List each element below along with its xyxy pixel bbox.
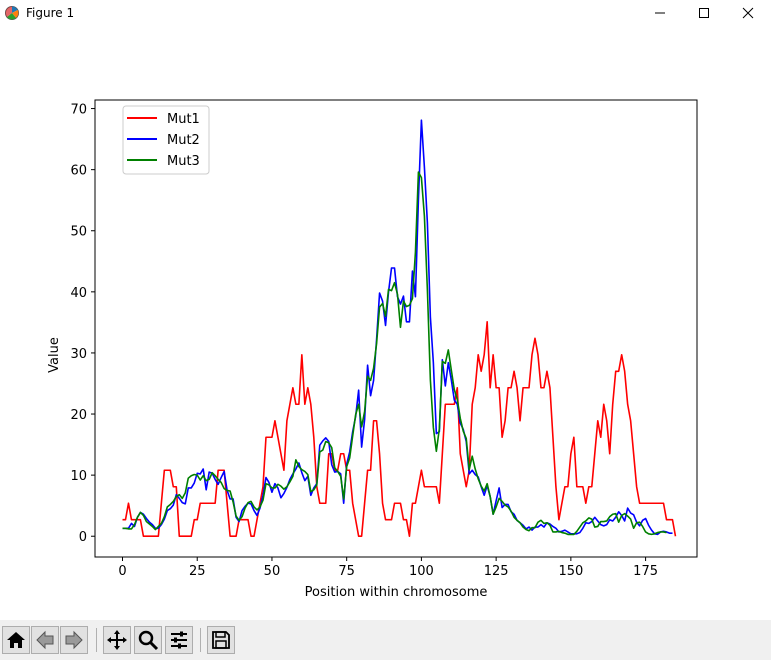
legend: Mut1 Mut2 Mut3: [122, 105, 210, 175]
x-axis-label: Position within chromosome: [305, 585, 488, 600]
configure-subplots-button[interactable]: [165, 626, 193, 654]
save-icon: [212, 631, 230, 649]
forward-icon: [65, 630, 83, 650]
minimize-button[interactable]: [637, 0, 683, 26]
x-tick-label: 50: [264, 564, 281, 579]
close-icon: [742, 7, 754, 19]
y-tick-label: 10: [70, 469, 87, 484]
save-button[interactable]: [207, 626, 235, 654]
x-tick-label: 75: [338, 564, 355, 579]
legend-label-mut1: Mut1: [167, 112, 200, 127]
series-layer: [122, 119, 677, 538]
series-line-mut1: [122, 320, 677, 538]
minimize-icon: [655, 12, 665, 14]
window-title: Figure 1: [26, 6, 75, 20]
series-line-mut2: [122, 119, 673, 536]
y-tick-label: 40: [70, 286, 87, 301]
forward-button[interactable]: [60, 626, 88, 654]
toolbar-separator: [200, 628, 201, 652]
maximize-icon: [699, 8, 709, 18]
zoom-icon: [138, 630, 159, 651]
x-tick-label: 100: [409, 564, 434, 579]
x-tick-label: 0: [118, 564, 126, 579]
axes-frame: [94, 99, 698, 558]
series-line-mut3: [122, 171, 667, 536]
x-tick-label: 175: [633, 564, 658, 579]
toolbar-separator: [96, 628, 97, 652]
y-tick-label: 60: [70, 164, 87, 179]
y-tick-label: 50: [70, 225, 87, 240]
home-icon: [7, 632, 25, 648]
line-chart: 0 25 50 75 100 125 150 175 0 10 20 30 40 50 60 70 Posi…: [47, 99, 698, 600]
x-tick-label: 125: [484, 564, 509, 579]
pan-icon: [107, 630, 127, 650]
x-tick-label: 25: [189, 564, 206, 579]
window-titlebar: Figure 1: [0, 0, 771, 26]
maximize-button[interactable]: [681, 0, 727, 26]
configure-subplots-icon: [171, 631, 187, 649]
navigation-toolbar: [0, 620, 771, 660]
close-button[interactable]: [725, 0, 771, 26]
zoom-button[interactable]: [134, 626, 162, 654]
x-tick-label: 150: [558, 564, 583, 579]
back-icon: [36, 630, 54, 650]
figure-canvas: 0 25 50 75 100 125 150 175 0 10 20 30 40 50 60 70 Posi…: [0, 26, 771, 620]
back-button[interactable]: [31, 626, 59, 654]
y-axis: 0 10 20 30 40 50 60 70: [70, 103, 95, 545]
x-axis: 0 25 50 75 100 125 150 175: [118, 557, 658, 579]
y-tick-label: 30: [70, 347, 87, 362]
y-tick-label: 0: [79, 530, 87, 545]
legend-box: [122, 105, 210, 175]
home-button[interactable]: [2, 626, 30, 654]
pan-button[interactable]: [103, 626, 131, 654]
legend-label-mut3: Mut3: [167, 154, 200, 169]
y-axis-label: Value: [47, 337, 62, 373]
y-tick-label: 20: [70, 408, 87, 423]
y-tick-label: 70: [70, 103, 87, 118]
matplotlib-icon: [5, 6, 19, 20]
legend-label-mut2: Mut2: [167, 133, 200, 148]
